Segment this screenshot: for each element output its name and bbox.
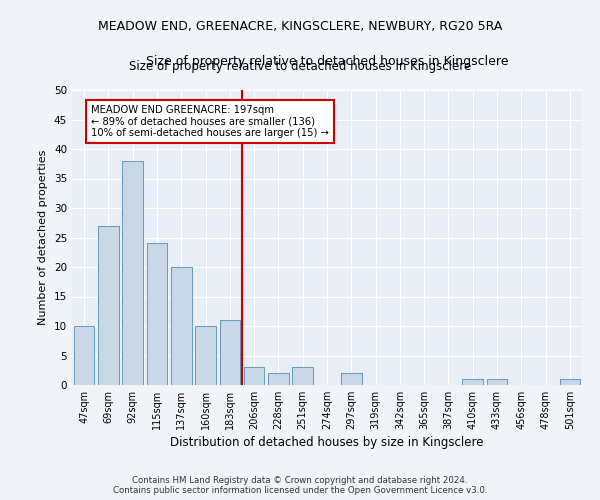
Bar <box>122 161 143 385</box>
Bar <box>463 379 483 385</box>
Text: Contains HM Land Registry data © Crown copyright and database right 2024.
Contai: Contains HM Land Registry data © Crown c… <box>113 476 487 495</box>
Bar <box>220 320 240 385</box>
Text: MEADOW END, GREENACRE, KINGSCLERE, NEWBURY, RG20 5RA: MEADOW END, GREENACRE, KINGSCLERE, NEWBU… <box>98 20 502 33</box>
X-axis label: Distribution of detached houses by size in Kingsclere: Distribution of detached houses by size … <box>170 436 484 449</box>
Text: MEADOW END GREENACRE: 197sqm
← 89% of detached houses are smaller (136)
10% of s: MEADOW END GREENACRE: 197sqm ← 89% of de… <box>91 105 329 138</box>
Bar <box>487 379 508 385</box>
Bar <box>146 244 167 385</box>
Bar <box>171 267 191 385</box>
Bar <box>74 326 94 385</box>
Bar <box>195 326 216 385</box>
Bar <box>292 368 313 385</box>
Y-axis label: Number of detached properties: Number of detached properties <box>38 150 49 325</box>
Bar <box>341 373 362 385</box>
Title: Size of property relative to detached houses in Kingsclere: Size of property relative to detached ho… <box>146 55 508 68</box>
Bar <box>560 379 580 385</box>
Text: Size of property relative to detached houses in Kingsclere: Size of property relative to detached ho… <box>129 60 471 73</box>
Bar <box>244 368 265 385</box>
Bar <box>268 373 289 385</box>
Bar <box>98 226 119 385</box>
